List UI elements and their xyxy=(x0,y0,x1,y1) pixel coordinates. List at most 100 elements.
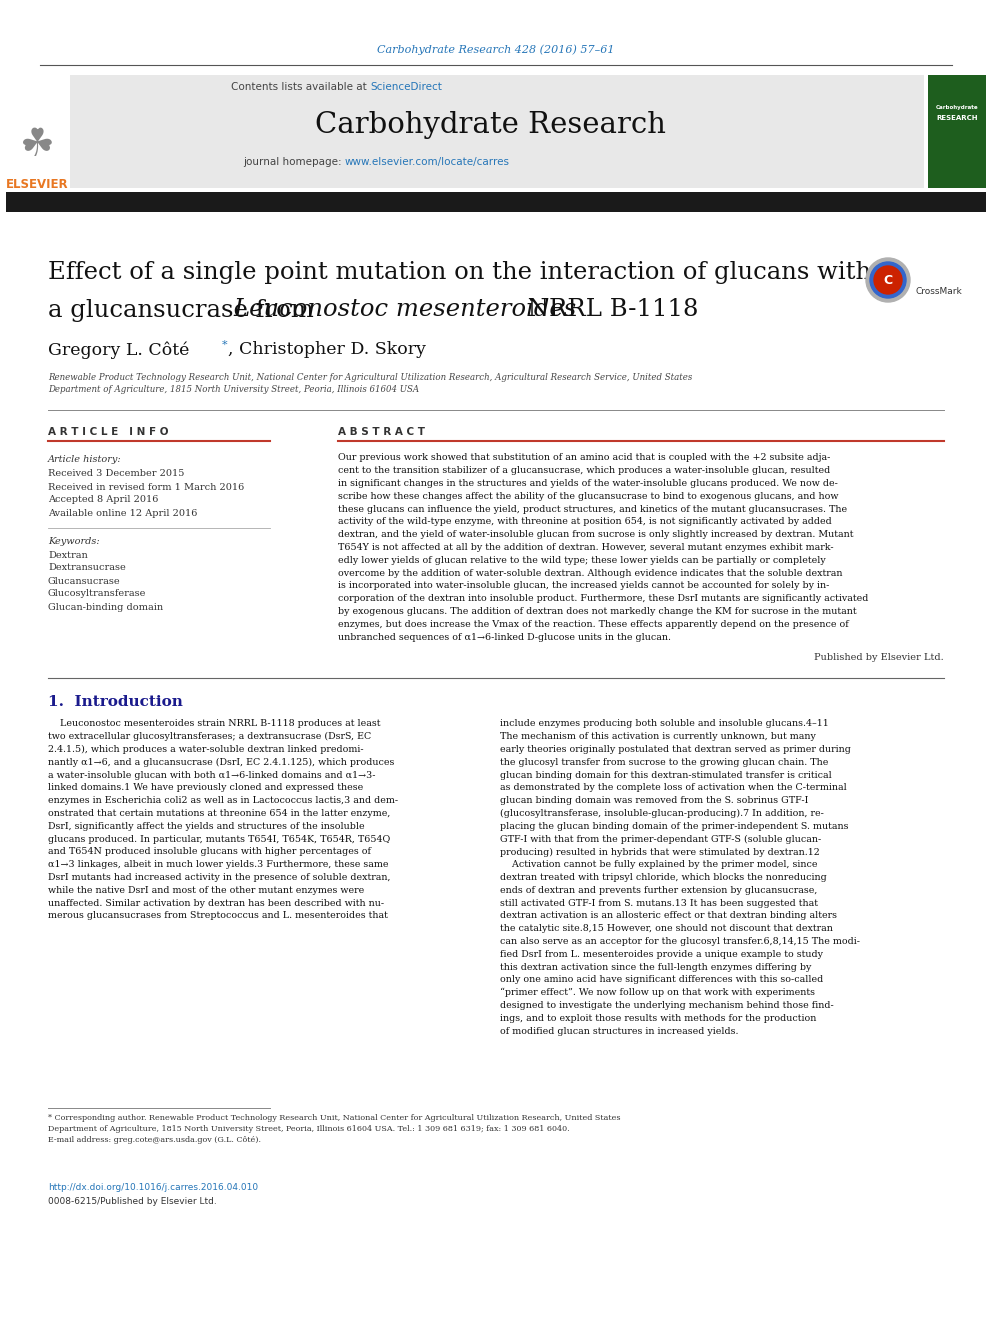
Text: merous glucansucrases from Streptococcus and L. mesenteroides that: merous glucansucrases from Streptococcus… xyxy=(48,912,388,921)
Text: cent to the transition stabilizer of a glucansucrase, which produces a water-ins: cent to the transition stabilizer of a g… xyxy=(338,466,830,475)
FancyBboxPatch shape xyxy=(6,192,986,212)
Text: http://dx.doi.org/10.1016/j.carres.2016.04.010: http://dx.doi.org/10.1016/j.carres.2016.… xyxy=(48,1184,258,1192)
Text: ends of dextran and prevents further extension by glucansucrase,: ends of dextran and prevents further ext… xyxy=(500,886,817,894)
Text: Article history:: Article history: xyxy=(48,455,122,464)
Text: * Corresponding author. Renewable Product Technology Research Unit, National Cen: * Corresponding author. Renewable Produc… xyxy=(48,1114,621,1122)
Text: Our previous work showed that substitution of an amino acid that is coupled with: Our previous work showed that substituti… xyxy=(338,454,830,463)
Text: is incorporated into water-insoluble glucan, the increased yields cannot be acco: is incorporated into water-insoluble glu… xyxy=(338,582,829,590)
Text: onstrated that certain mutations at threonine 654 in the latter enzyme,: onstrated that certain mutations at thre… xyxy=(48,810,391,818)
Text: RESEARCH: RESEARCH xyxy=(936,115,978,120)
Text: 1.  Introduction: 1. Introduction xyxy=(48,695,183,709)
Text: Leuconostoc mesenteroides: Leuconostoc mesenteroides xyxy=(233,299,576,321)
Text: a water-insoluble glucan with both α1→6-linked domains and α1→3-: a water-insoluble glucan with both α1→6-… xyxy=(48,771,376,779)
Text: DsrI, significantly affect the yields and structures of the insoluble: DsrI, significantly affect the yields an… xyxy=(48,822,365,831)
Text: in significant changes in the structures and yields of the water-insoluble gluca: in significant changes in the structures… xyxy=(338,479,838,488)
Text: dextran, and the yield of water-insoluble glucan from sucrose is only slightly i: dextran, and the yield of water-insolubl… xyxy=(338,531,853,540)
Text: nantly α1→6, and a glucansucrase (DsrI, EC 2.4.1.125), which produces: nantly α1→6, and a glucansucrase (DsrI, … xyxy=(48,758,395,767)
Text: edly lower yields of glucan relative to the wild type; these lower yields can be: edly lower yields of glucan relative to … xyxy=(338,556,825,565)
Text: the glucosyl transfer from sucrose to the growing glucan chain. The: the glucosyl transfer from sucrose to th… xyxy=(500,758,828,767)
Text: enzymes in Escherichia coli2 as well as in Lactococcus lactis,3 and dem-: enzymes in Escherichia coli2 as well as … xyxy=(48,796,398,806)
Text: unbranched sequences of α1→6-linked D-glucose units in the glucan.: unbranched sequences of α1→6-linked D-gl… xyxy=(338,632,671,642)
Text: www.elsevier.com/locate/carres: www.elsevier.com/locate/carres xyxy=(345,157,510,167)
Text: unaffected. Similar activation by dextran has been described with nu-: unaffected. Similar activation by dextra… xyxy=(48,898,384,908)
FancyBboxPatch shape xyxy=(70,75,924,188)
Text: corporation of the dextran into insoluble product. Furthermore, these DsrI mutan: corporation of the dextran into insolubl… xyxy=(338,594,868,603)
FancyBboxPatch shape xyxy=(6,75,69,188)
Text: *: * xyxy=(222,340,227,351)
Circle shape xyxy=(874,266,902,294)
Text: 2.4.1.5), which produces a water-soluble dextran linked predomi-: 2.4.1.5), which produces a water-soluble… xyxy=(48,745,364,754)
Text: activity of the wild-type enzyme, with threonine at position 654, is not signifi: activity of the wild-type enzyme, with t… xyxy=(338,517,831,527)
Text: (glucosyltransferase, insoluble-glucan-producing).7 In addition, re-: (glucosyltransferase, insoluble-glucan-p… xyxy=(500,810,824,818)
Text: ScienceDirect: ScienceDirect xyxy=(370,82,441,93)
Text: Dextran: Dextran xyxy=(48,550,87,560)
Text: and T654N produced insoluble glucans with higher percentages of: and T654N produced insoluble glucans wit… xyxy=(48,848,371,856)
Text: E-mail address: greg.cote@ars.usda.gov (G.L. Côté).: E-mail address: greg.cote@ars.usda.gov (… xyxy=(48,1136,261,1144)
Text: the catalytic site.8,15 However, one should not discount that dextran: the catalytic site.8,15 However, one sho… xyxy=(500,925,833,933)
Text: scribe how these changes affect the ability of the glucansucrase to bind to exog: scribe how these changes affect the abil… xyxy=(338,492,838,501)
Text: Department of Agriculture, 1815 North University Street, Peoria, Illinois 61604 : Department of Agriculture, 1815 North Un… xyxy=(48,1125,569,1132)
Text: this dextran activation since the full-length enzymes differing by: this dextran activation since the full-l… xyxy=(500,963,811,971)
Text: can also serve as an acceptor for the glucosyl transfer.6,8,14,15 The modi-: can also serve as an acceptor for the gl… xyxy=(500,937,860,946)
Text: a glucansucrase from: a glucansucrase from xyxy=(48,299,321,321)
Text: Glucosyltransferase: Glucosyltransferase xyxy=(48,590,147,598)
Text: GTF-I with that from the primer-dependant GTF-S (soluble glucan-: GTF-I with that from the primer-dependan… xyxy=(500,835,821,844)
Text: placing the glucan binding domain of the primer-independent S. mutans: placing the glucan binding domain of the… xyxy=(500,822,848,831)
FancyBboxPatch shape xyxy=(928,75,986,188)
Text: ELSEVIER: ELSEVIER xyxy=(6,179,68,192)
Text: , Christopher D. Skory: , Christopher D. Skory xyxy=(228,341,426,359)
Text: fied DsrI from L. mesenteroides provide a unique example to study: fied DsrI from L. mesenteroides provide … xyxy=(500,950,823,959)
Text: CrossMark: CrossMark xyxy=(915,287,962,296)
Text: Effect of a single point mutation on the interaction of glucans with: Effect of a single point mutation on the… xyxy=(48,261,871,283)
Text: α1→3 linkages, albeit in much lower yields.3 Furthermore, these same: α1→3 linkages, albeit in much lower yiel… xyxy=(48,860,389,869)
Text: Available online 12 April 2016: Available online 12 April 2016 xyxy=(48,508,197,517)
Text: Gregory L. Côté: Gregory L. Côté xyxy=(48,341,194,359)
Text: include enzymes producing both soluble and insoluble glucans.4–11: include enzymes producing both soluble a… xyxy=(500,720,828,729)
Text: T654Y is not affected at all by the addition of dextran. However, several mutant: T654Y is not affected at all by the addi… xyxy=(338,544,833,552)
Text: as demonstrated by the complete loss of activation when the C-terminal: as demonstrated by the complete loss of … xyxy=(500,783,847,792)
Text: Department of Agriculture, 1815 North University Street, Peoria, Illinois 61604 : Department of Agriculture, 1815 North Un… xyxy=(48,385,420,394)
Text: C: C xyxy=(884,274,893,287)
Text: only one amino acid have significant differences with this so-called: only one amino acid have significant dif… xyxy=(500,975,823,984)
Text: Carbohydrate Research 428 (2016) 57–61: Carbohydrate Research 428 (2016) 57–61 xyxy=(377,45,615,56)
Text: dextran treated with tripsyl chloride, which blocks the nonreducing: dextran treated with tripsyl chloride, w… xyxy=(500,873,826,882)
Text: two extracellular glucosyltransferases; a dextransucrase (DsrS, EC: two extracellular glucosyltransferases; … xyxy=(48,732,371,741)
Text: glucan binding domain was removed from the S. sobrinus GTF-I: glucan binding domain was removed from t… xyxy=(500,796,808,806)
Text: glucan binding domain for this dextran-stimulated transfer is critical: glucan binding domain for this dextran-s… xyxy=(500,771,831,779)
Circle shape xyxy=(866,258,910,302)
Text: linked domains.1 We have previously cloned and expressed these: linked domains.1 We have previously clon… xyxy=(48,783,363,792)
Text: Published by Elsevier Ltd.: Published by Elsevier Ltd. xyxy=(814,654,944,663)
Text: Glucansucrase: Glucansucrase xyxy=(48,577,121,586)
Text: ☘: ☘ xyxy=(20,126,55,164)
Text: dextran activation is an allosteric effect or that dextran binding alters: dextran activation is an allosteric effe… xyxy=(500,912,837,921)
Text: Accepted 8 April 2016: Accepted 8 April 2016 xyxy=(48,496,159,504)
Text: “primer effect”. We now follow up on that work with experiments: “primer effect”. We now follow up on tha… xyxy=(500,988,815,998)
Text: these glucans can influence the yield, product structures, and kinetics of the m: these glucans can influence the yield, p… xyxy=(338,504,847,513)
Text: still activated GTF-I from S. mutans.13 It has been suggested that: still activated GTF-I from S. mutans.13 … xyxy=(500,898,818,908)
Text: DsrI mutants had increased activity in the presence of soluble dextran,: DsrI mutants had increased activity in t… xyxy=(48,873,391,882)
Text: 0008-6215/Published by Elsevier Ltd.: 0008-6215/Published by Elsevier Ltd. xyxy=(48,1197,216,1207)
Text: glucans produced. In particular, mutants T654I, T654K, T654R, T654Q: glucans produced. In particular, mutants… xyxy=(48,835,390,844)
Text: A B S T R A C T: A B S T R A C T xyxy=(338,427,425,437)
Text: Received 3 December 2015: Received 3 December 2015 xyxy=(48,470,185,479)
Text: Dextransucrase: Dextransucrase xyxy=(48,564,126,573)
Text: ings, and to exploit those results with methods for the production: ings, and to exploit those results with … xyxy=(500,1013,816,1023)
Text: NRRL B-1118: NRRL B-1118 xyxy=(520,299,698,321)
Text: Activation cannot be fully explained by the primer model, since: Activation cannot be fully explained by … xyxy=(500,860,817,869)
Text: Carbohydrate Research: Carbohydrate Research xyxy=(314,111,666,139)
Text: Received in revised form 1 March 2016: Received in revised form 1 March 2016 xyxy=(48,483,244,492)
Text: Renewable Product Technology Research Unit, National Center for Agricultural Uti: Renewable Product Technology Research Un… xyxy=(48,373,692,382)
Text: enzymes, but does increase the Vmax of the reaction. These effects apparently de: enzymes, but does increase the Vmax of t… xyxy=(338,620,849,628)
Text: The mechanism of this activation is currently unknown, but many: The mechanism of this activation is curr… xyxy=(500,733,815,741)
Text: producing) resulted in hybrids that were stimulated by dextran.12: producing) resulted in hybrids that were… xyxy=(500,848,819,856)
Text: Contents lists available at: Contents lists available at xyxy=(231,82,370,93)
Text: while the native DsrI and most of the other mutant enzymes were: while the native DsrI and most of the ot… xyxy=(48,886,364,894)
Text: A R T I C L E   I N F O: A R T I C L E I N F O xyxy=(48,427,169,437)
Circle shape xyxy=(870,262,906,298)
Text: Glucan-binding domain: Glucan-binding domain xyxy=(48,602,163,611)
Text: Keywords:: Keywords: xyxy=(48,537,99,546)
Text: of modified glucan structures in increased yields.: of modified glucan structures in increas… xyxy=(500,1027,738,1036)
Text: early theories originally postulated that dextran served as primer during: early theories originally postulated tha… xyxy=(500,745,851,754)
Text: Carbohydrate: Carbohydrate xyxy=(935,106,978,111)
Text: journal homepage:: journal homepage: xyxy=(243,157,345,167)
